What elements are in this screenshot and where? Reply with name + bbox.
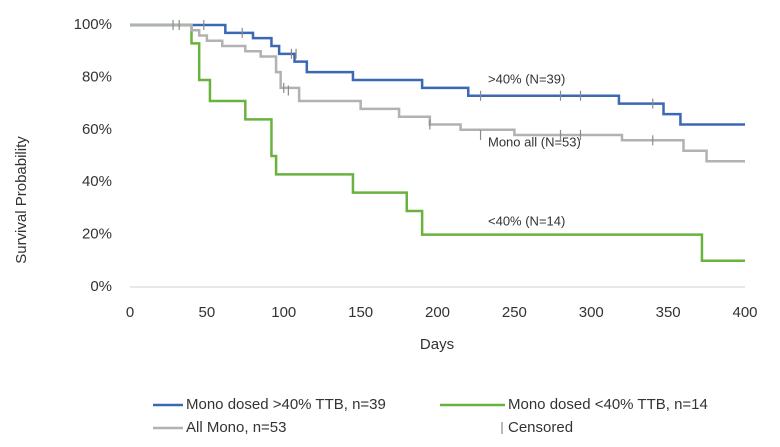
- x-tick-label: 300: [579, 304, 604, 321]
- x-tick-label: 250: [502, 304, 527, 321]
- legend-label: Censored: [508, 419, 573, 436]
- legend-label: All Mono, n=53: [186, 419, 286, 436]
- y-axis-label: Survival Probability: [13, 136, 30, 264]
- survival-line: [130, 23, 745, 163]
- x-axis-label: Days: [420, 336, 454, 353]
- y-tick-label: 100%: [74, 16, 112, 33]
- annotation: >40% (N=39): [488, 71, 565, 86]
- y-tick-label: 20%: [82, 226, 112, 243]
- x-tick-label: 50: [199, 304, 216, 321]
- annotation: Mono all (N=53): [488, 134, 581, 149]
- x-tick-label: 200: [425, 304, 450, 321]
- x-tick-label: 350: [656, 304, 681, 321]
- annotation: <40% (N=14): [488, 213, 565, 228]
- x-tick-label: 400: [732, 304, 757, 321]
- y-tick-label: 80%: [82, 68, 112, 85]
- legend-label: Mono dosed <40% TTB, n=14: [508, 396, 708, 413]
- survival-line: [130, 23, 745, 126]
- y-tick-label: 40%: [82, 173, 112, 190]
- x-tick-label: 150: [348, 304, 373, 321]
- x-tick-label: 100: [271, 304, 296, 321]
- survival-line: [130, 23, 745, 263]
- y-tick-label: 60%: [82, 121, 112, 138]
- y-tick-label: 0%: [90, 278, 112, 295]
- x-tick-label: 0: [126, 304, 134, 321]
- legend-label: Mono dosed >40% TTB, n=39: [186, 396, 386, 413]
